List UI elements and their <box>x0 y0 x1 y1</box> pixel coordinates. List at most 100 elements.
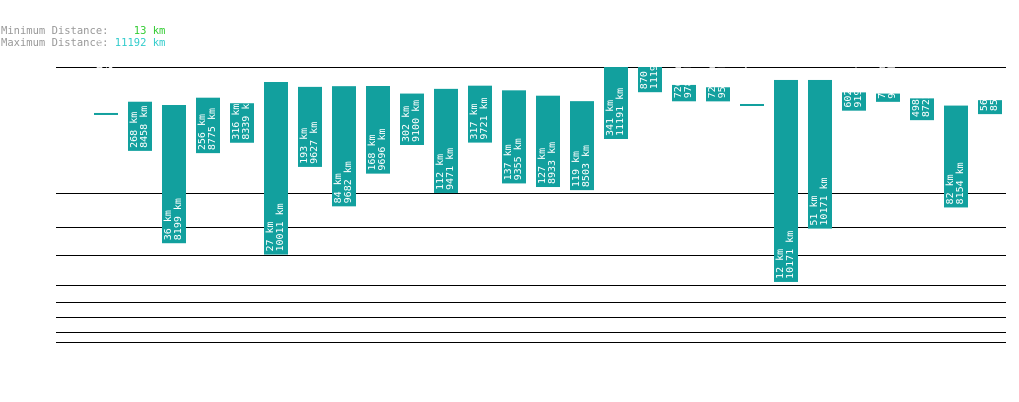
bar-group-4: 256 km 8775 km <box>196 97 220 154</box>
bar-group-2: 268 km 8458 km <box>128 101 152 151</box>
gridlines <box>56 67 1006 343</box>
bar-group-16: 341 km 11191 km <box>604 67 628 139</box>
bar-14 <box>536 95 560 188</box>
bar-25 <box>910 98 934 121</box>
bar-group-19: 725 km 9595 km <box>706 56 730 102</box>
bar-low-label-13: 137 km <box>503 144 514 180</box>
bar-11 <box>434 88 458 193</box>
bar-low-label-3: 36 km <box>163 210 174 240</box>
bar-group-15: 119 km 8503 km <box>570 101 594 191</box>
bar-group-20: 787 km 8279 km <box>740 52 764 106</box>
bar-high-label-6: 10011 km <box>275 203 286 251</box>
bar-26 <box>944 105 968 208</box>
bar-low-label-20: 787 km <box>741 58 752 94</box>
min-distance-row: Minimum Distance: 13 km <box>1 25 165 37</box>
bar-group-26: 82 km 8154 km <box>944 105 968 208</box>
bar-15 <box>570 101 594 191</box>
bar-high-label-17: 11191 km <box>649 41 660 89</box>
bar-high-label-11: 9471 km <box>445 148 456 190</box>
bar-low-label-1: 1083 km <box>95 36 106 78</box>
bar-low-label-15: 119 km <box>571 151 582 187</box>
bar-low-label-25: 498 km <box>911 81 922 117</box>
bar-group-7: 193 km 9627 km <box>298 86 322 167</box>
bar-group-12: 317 km 9721 km <box>468 85 492 143</box>
bar-low-label-16: 341 km <box>605 100 616 136</box>
bar-high-label-7: 9627 km <box>309 122 320 164</box>
bar-group-8: 84 km 9682 km <box>332 86 356 207</box>
bar-10 <box>400 93 424 145</box>
bar-12 <box>468 85 492 143</box>
bar-high-label-1: 7572 km <box>105 36 116 78</box>
max-distance-label: Maximum Distance: <box>1 37 109 49</box>
bar-high-label-15: 8503 km <box>581 145 592 187</box>
bar-group-21: 12 km 10171 km <box>774 79 798 282</box>
bar-low-label-11: 112 km <box>435 154 446 190</box>
bar-group-14: 127 km 8933 km <box>536 95 560 188</box>
bar-24 <box>876 93 900 102</box>
bar-group-11: 112 km 9471 km <box>434 88 458 193</box>
bar-group-1: 1083 km 7572 km <box>94 36 118 115</box>
bar-high-label-20: 8279 km <box>751 52 762 94</box>
bar-low-label-14: 127 km <box>537 148 548 184</box>
bar-low-label-17: 870 km <box>639 53 650 89</box>
bar-low-label-27: 562 km <box>979 75 990 111</box>
bar-27 <box>978 100 1002 115</box>
bar-high-label-26: 8154 km <box>955 162 966 204</box>
bar-17 <box>638 67 662 93</box>
bar-high-label-10: 9100 km <box>411 100 422 142</box>
bar-group-24: 718 km 9099 km <box>876 57 900 102</box>
max-distance-value: 11192 km <box>114 37 166 49</box>
bar-23 <box>842 92 866 111</box>
bar-low-label-8: 84 km <box>333 173 344 203</box>
bar-high-label-3: 8199 km <box>173 198 184 240</box>
bar-high-label-18: 9780 km <box>683 56 694 98</box>
bar-1 <box>94 112 118 115</box>
bar-low-label-26: 82 km <box>945 174 956 204</box>
bar-group-18: 726 km 9780 km <box>672 56 696 102</box>
min-distance-label: Minimum Distance: <box>1 25 109 37</box>
bar-high-label-9: 9696 km <box>377 128 388 170</box>
bar-18 <box>672 84 696 102</box>
bar-high-label-23: 9193 km <box>853 66 864 108</box>
bar-4 <box>196 97 220 154</box>
bar-6 <box>264 81 288 255</box>
bar-group-10: 302 km 9100 km <box>400 93 424 145</box>
bar-low-label-22: 51 km <box>809 195 820 225</box>
bar-7 <box>298 86 322 167</box>
bar-low-label-7: 193 km <box>299 128 310 164</box>
bar-group-6: 27 km 10011 km <box>264 81 288 255</box>
bar-high-label-19: 9595 km <box>717 56 728 98</box>
bar-high-label-24: 9099 km <box>887 57 898 99</box>
bar-low-label-19: 725 km <box>707 62 718 98</box>
bar-group-23: 602 km 9193 km <box>842 66 866 111</box>
bar-low-label-24: 718 km <box>877 63 888 99</box>
bar-group-25: 498 km 8722 km <box>910 75 934 121</box>
bar-22 <box>808 79 832 229</box>
bar-16 <box>604 67 628 139</box>
bar-low-label-12: 317 km <box>469 103 480 139</box>
bar-low-label-9: 168 km <box>367 135 378 171</box>
bar-high-label-16: 11191 km <box>615 88 626 136</box>
bar-high-label-27: 8581 km <box>989 69 1000 111</box>
bar-5 <box>230 103 254 143</box>
bar-low-label-4: 256 km <box>197 114 208 150</box>
bar-low-label-10: 302 km <box>401 106 412 142</box>
bar-group-17: 870 km 11191 km <box>638 41 662 93</box>
bar-2 <box>128 101 152 151</box>
bar-low-label-23: 602 km <box>843 72 854 108</box>
distance-legend: Minimum Distance: 13 km Maximum Distance:… <box>1 25 165 49</box>
bar-group-5: 316 km 8339 km <box>230 98 254 143</box>
bar-group-3: 36 km 8199 km <box>162 105 186 244</box>
bar-low-label-2: 268 km <box>129 112 140 148</box>
bar-high-label-13: 9355 km <box>513 138 524 180</box>
bar-high-label-8: 9682 km <box>343 161 354 203</box>
bar-high-label-2: 8458 km <box>139 106 150 148</box>
bar-20 <box>740 103 764 106</box>
bar-13 <box>502 90 526 184</box>
bar-group-9: 168 km 9696 km <box>366 85 390 174</box>
bar-high-label-21: 10171 km <box>785 231 796 279</box>
bars: 1083 km 7572 km 268 km 8458 km 36 km 8199 km 2… <box>94 36 1002 282</box>
bar-group-22: 51 km 10171 km <box>808 79 832 229</box>
max-distance-row: Maximum Distance: 11192 km <box>1 37 165 49</box>
